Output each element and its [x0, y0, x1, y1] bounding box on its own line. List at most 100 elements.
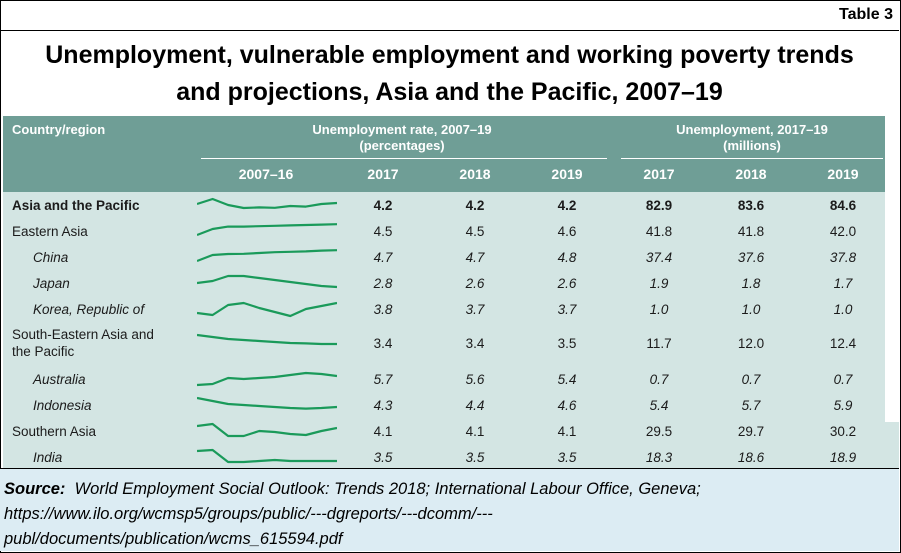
row-millions-2018: 5.7 [741, 398, 761, 413]
row-rate-2019: 4.6 [557, 398, 577, 413]
row-region: Indonesia [33, 398, 92, 413]
header-2018-rate: 2018 [459, 166, 491, 182]
row-region: China [33, 250, 69, 265]
row-millions-2019: 12.4 [829, 336, 857, 351]
table-title: Unemployment, vulnerable employment and … [0, 31, 899, 115]
table-row: South-Eastern Asia and the Pacific 3.4 3… [3, 322, 885, 362]
row-millions-2018: 83.6 [737, 198, 765, 213]
row-rate-2018: 4.1 [465, 424, 485, 439]
row-rate-2018: 4.2 [465, 198, 485, 213]
row-millions-2017: 0.7 [649, 372, 669, 387]
trend-sparkline [197, 274, 337, 289]
row-millions-2017: 37.4 [645, 250, 673, 265]
header-2019-rate: 2019 [551, 166, 583, 182]
trend-sparkline [197, 197, 337, 210]
row-rate-2017: 3.8 [373, 302, 393, 317]
row-rate-2019: 4.2 [557, 198, 577, 213]
sparkline-path [197, 448, 337, 464]
row-millions-2019: 5.9 [833, 398, 853, 413]
row-rate-2019: 3.5 [557, 450, 577, 465]
row-rate-2017: 2.8 [373, 276, 393, 291]
header-unemp-millions: Unemployment, 2017–19 (millions) [621, 122, 883, 154]
sparkline-path [197, 396, 337, 410]
trend-sparkline [197, 371, 337, 387]
table-row: Southern Asia 4.1 4.1 4.1 29.5 29.7 30.2 [3, 418, 885, 444]
row-rate-2019: 4.1 [557, 424, 577, 439]
table-label: Table 3 [839, 6, 893, 23]
trend-sparkline [197, 333, 337, 346]
header-2018-millions: 2018 [735, 166, 767, 182]
header-2017-millions: 2017 [643, 166, 675, 182]
row-millions-2018: 12.0 [737, 336, 765, 351]
row-millions-2019: 84.6 [829, 198, 857, 213]
row-millions-2019: 42.0 [829, 224, 857, 239]
source-line-1: Source: World Employment Social Outlook:… [4, 477, 895, 502]
row-millions-2017: 11.7 [646, 336, 672, 351]
row-millions-2019: 0.7 [833, 372, 853, 387]
row-millions-2018: 18.6 [737, 450, 765, 465]
sparkline-path [197, 249, 337, 263]
row-millions-2019: 37.8 [829, 250, 857, 265]
row-millions-2017: 82.9 [645, 198, 673, 213]
sparkline-path [197, 422, 337, 438]
row-rate-2019: 3.5 [557, 336, 577, 351]
header-unemp-millions-unit: (millions) [723, 138, 781, 153]
row-rate-2018: 4.4 [465, 398, 485, 413]
row-rate-2019: 3.7 [557, 302, 577, 317]
row-millions-2019: 18.9 [829, 450, 857, 465]
table-label-bar: Table 3 [0, 0, 899, 31]
table-row: Korea, Republic of 3.8 3.7 3.7 1.0 1.0 1… [3, 296, 885, 322]
row-rate-2018: 2.6 [465, 276, 485, 291]
row-millions-2017: 1.9 [649, 276, 669, 291]
row-rate-2018: 4.5 [465, 224, 485, 239]
row-millions-2017: 18.3 [645, 450, 673, 465]
source-label: Source: [4, 480, 66, 498]
row-millions-2017: 1.0 [649, 302, 669, 317]
sparkline-path [197, 274, 337, 289]
source-url-line-2[interactable]: publ/documents/publication/wcms_615594.p… [4, 530, 343, 548]
row-rate-2019: 4.8 [557, 250, 577, 265]
row-millions-2017: 29.5 [645, 424, 673, 439]
row-rate-2017: 4.2 [373, 198, 393, 213]
row-region: Japan [33, 276, 70, 291]
row-millions-2019: 30.2 [829, 424, 857, 439]
header-trend: 2007–16 [238, 166, 294, 182]
row-millions-2018: 41.8 [737, 224, 765, 239]
table-row: Asia and the Pacific 4.2 4.2 4.2 82.9 83… [3, 192, 885, 218]
sparkline-path [197, 223, 337, 237]
table-row: Indonesia 4.3 4.4 4.6 5.4 5.7 5.9 [3, 392, 885, 418]
trend-sparkline [197, 223, 337, 237]
header-rule-right [621, 158, 883, 159]
table-row: Australia 5.7 5.6 5.4 0.7 0.7 0.7 [3, 366, 885, 392]
row-rate-2017: 3.5 [373, 450, 393, 465]
row-rate-2018: 4.7 [465, 250, 485, 265]
right-margin-shade [885, 422, 899, 468]
header-rule-left [201, 158, 607, 159]
row-millions-2019: 1.0 [833, 302, 853, 317]
table-row: India 3.5 3.5 3.5 18.3 18.6 18.9 [3, 444, 885, 470]
row-region: Eastern Asia [12, 224, 88, 239]
row-region: Southern Asia [12, 424, 97, 439]
header-unemp-rate-unit: (percentages) [359, 138, 445, 153]
sparkline-path [197, 197, 337, 210]
row-rate-2018: 3.7 [465, 302, 485, 317]
source-url-line-1[interactable]: https://www.ilo.org/wcmsp5/groups/public… [4, 505, 493, 523]
trend-sparkline [197, 422, 337, 438]
table-row: China 4.7 4.7 4.8 37.4 37.6 37.8 [3, 244, 885, 270]
row-millions-2018: 1.8 [741, 276, 761, 291]
sparkline-path [197, 333, 337, 346]
source-note: Source: World Employment Social Outlook:… [0, 468, 899, 551]
right-margin [885, 116, 899, 468]
row-region: India [33, 450, 63, 465]
row-rate-2017: 4.3 [373, 398, 393, 413]
row-millions-2018: 1.0 [741, 302, 761, 317]
data-table: Country/region Unemployment rate, 2007–1… [3, 116, 885, 468]
row-rate-2017: 4.7 [373, 250, 393, 265]
header-2019-millions: 2019 [827, 166, 859, 182]
table-row: Eastern Asia 4.5 4.5 4.6 41.8 41.8 42.0 [3, 218, 885, 244]
row-millions-2017: 5.4 [649, 398, 669, 413]
trend-sparkline [197, 396, 337, 410]
row-rate-2019: 4.6 [557, 224, 577, 239]
row-region: Korea, Republic of [33, 302, 145, 317]
row-rate-2017: 3.4 [373, 336, 393, 351]
